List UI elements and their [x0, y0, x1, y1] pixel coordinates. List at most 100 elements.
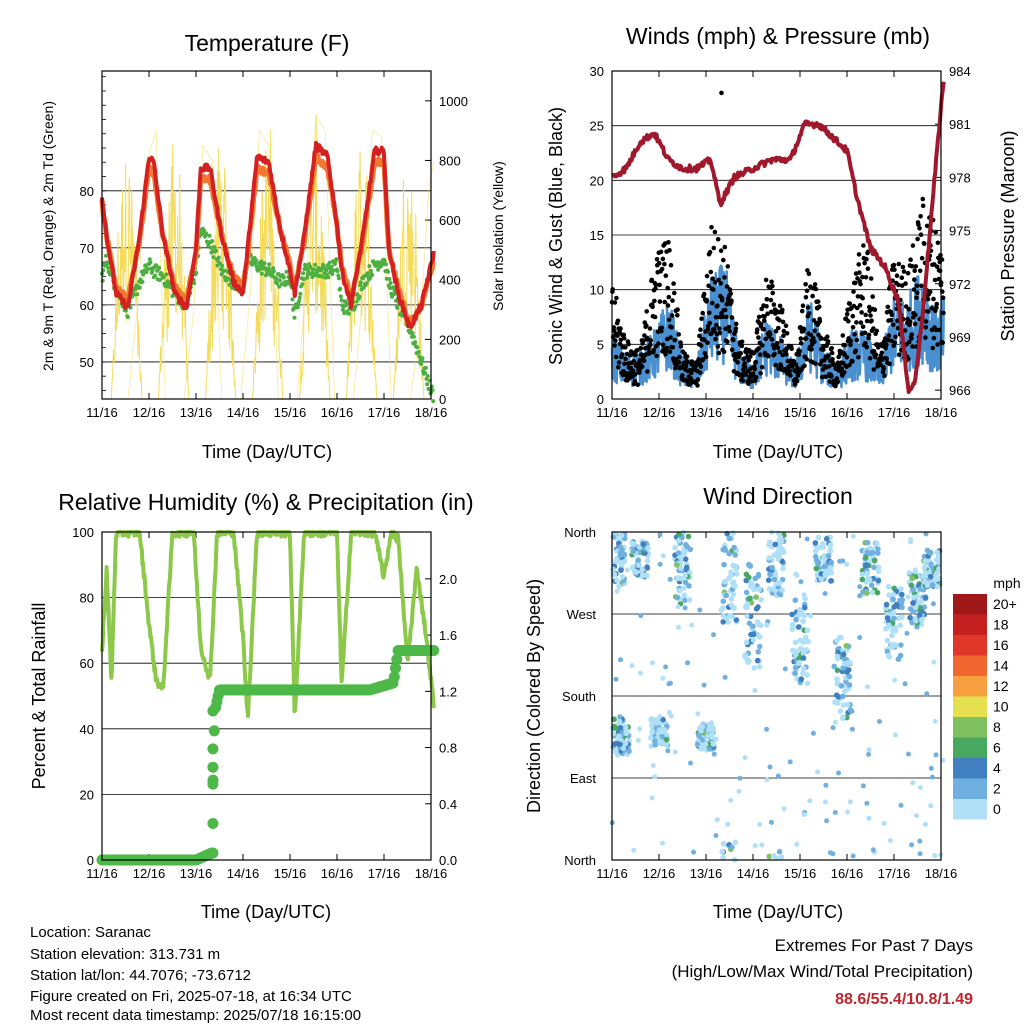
direction-point [800, 655, 807, 661]
gust-point [787, 368, 792, 374]
y-tick-label: East [570, 771, 596, 786]
gust-point [829, 350, 835, 356]
direction-point [832, 810, 838, 815]
direction-point [698, 728, 704, 734]
y-tick-label: 80 [80, 591, 94, 606]
direction-point [795, 624, 802, 630]
direction-point [865, 684, 870, 690]
direction-point [827, 542, 834, 548]
direction-point [618, 657, 623, 663]
direction-point [713, 736, 719, 742]
gust-point [846, 318, 851, 324]
gust-point [850, 359, 855, 364]
gust-point [702, 351, 708, 356]
gust-point [769, 337, 775, 342]
direction-point [801, 812, 807, 818]
x-tick-label: 14/16 [737, 405, 770, 420]
direction-point [847, 799, 853, 805]
gust-point [719, 90, 724, 96]
direction-point [676, 588, 683, 594]
humidity-panel: Relative Humidity (%) & Precipitation (i… [29, 489, 474, 922]
gust-point [900, 264, 906, 270]
direction-point [650, 660, 655, 666]
dewpoint-point [144, 270, 149, 275]
gust-point [911, 287, 917, 292]
direction-point [914, 813, 919, 819]
gust-point [896, 282, 901, 288]
direction-point [614, 556, 620, 562]
gust-point [770, 283, 775, 289]
direction-point [892, 677, 898, 683]
gust-point [764, 304, 769, 309]
gust-point [756, 314, 762, 320]
dewpoint-point [148, 260, 153, 265]
direction-point [754, 657, 761, 664]
gust-point [722, 244, 728, 250]
direction-point [837, 708, 844, 714]
gust-point [869, 318, 874, 324]
gust-point [818, 336, 824, 342]
direction-point [727, 535, 733, 542]
gust-point [650, 304, 655, 310]
direction-point [757, 821, 763, 827]
gust-point [903, 281, 908, 286]
gust-point [770, 290, 775, 296]
direction-point [821, 556, 827, 562]
dewpoint-point [259, 259, 264, 264]
direction-point [849, 726, 855, 732]
gust-point [873, 352, 879, 358]
gust-point [623, 356, 628, 362]
y-tick-label: 60 [80, 298, 94, 313]
y2-tick-label: 400 [439, 273, 461, 288]
gust-point [647, 326, 653, 331]
direction-point [769, 819, 774, 825]
gust-point [735, 360, 740, 365]
direction-point [611, 571, 618, 577]
gust-point [697, 333, 702, 339]
direction-point [828, 569, 835, 576]
gust-point [906, 307, 912, 312]
x-tick-label: 16/16 [321, 405, 354, 420]
gust-point [889, 312, 895, 318]
direction-point [771, 853, 777, 859]
direction-point [804, 627, 811, 634]
direction-point [752, 843, 758, 849]
dewpoint-point [265, 272, 270, 277]
x-tick-label: 17/16 [368, 866, 401, 881]
direction-point [905, 594, 911, 600]
gust-point [632, 372, 638, 377]
direction-point [912, 567, 918, 573]
direction-point [796, 655, 802, 662]
y-tick-label: 30 [590, 64, 604, 79]
direction-point [906, 751, 911, 757]
gust-point [718, 248, 724, 253]
direction-point [686, 583, 692, 589]
direction-point [908, 539, 914, 545]
direction-point [921, 564, 928, 571]
gust-point [648, 342, 653, 348]
y-tick-label: 100 [72, 525, 94, 540]
gust-point [899, 275, 905, 281]
direction-point [884, 637, 891, 644]
direction-point [621, 558, 628, 565]
gust-point [868, 313, 873, 318]
temp-2m-line [100, 140, 436, 329]
gust-point [881, 366, 886, 372]
gust-point [717, 326, 722, 331]
direction-point [841, 660, 848, 667]
temperature-xlabel: Time (Day/UTC) [202, 442, 332, 462]
gust-point [623, 345, 628, 350]
dewpoint-point [395, 305, 400, 310]
direction-point [746, 561, 752, 568]
gust-point [871, 367, 877, 372]
y-tick-label: 60 [80, 656, 94, 671]
direction-point [722, 545, 728, 551]
gust-point [707, 320, 712, 326]
direction-point [700, 737, 706, 743]
gust-point [644, 309, 649, 314]
gust-point [776, 325, 781, 331]
direction-point [898, 599, 905, 606]
gust-point [919, 255, 925, 261]
direction-point [751, 665, 757, 671]
dewpoint-point [220, 263, 225, 268]
